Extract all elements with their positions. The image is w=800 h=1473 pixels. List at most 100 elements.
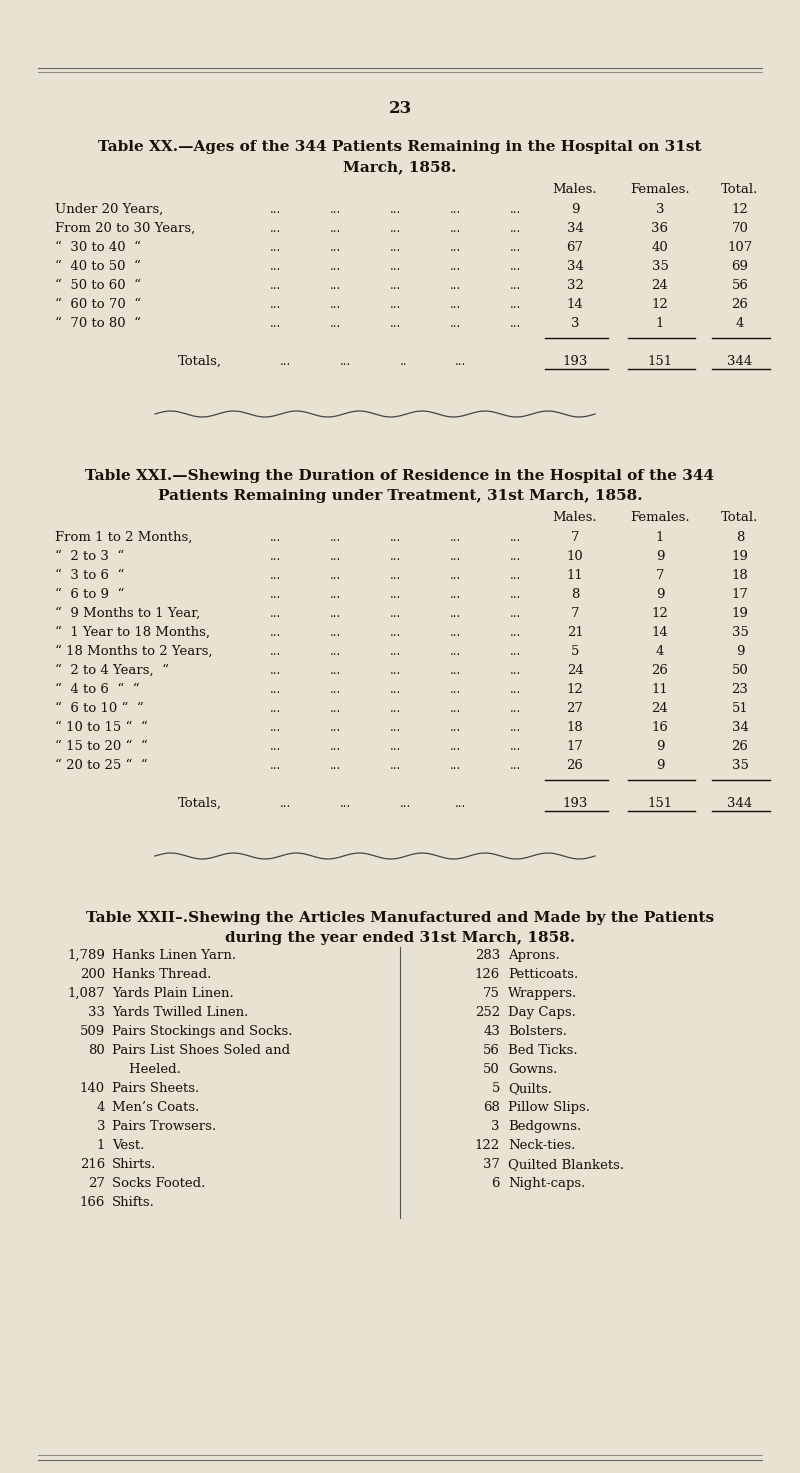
Text: Total.: Total.	[722, 511, 758, 524]
Text: ...: ...	[510, 626, 522, 639]
Text: ...: ...	[390, 278, 402, 292]
Text: ...: ...	[390, 645, 402, 658]
Text: 27: 27	[88, 1177, 105, 1190]
Text: ...: ...	[390, 242, 402, 253]
Text: ...: ...	[270, 588, 282, 601]
Text: 1,789: 1,789	[67, 949, 105, 962]
Text: ...: ...	[270, 222, 282, 236]
Text: ...: ...	[390, 569, 402, 582]
Text: ...: ...	[450, 242, 462, 253]
Text: ...: ...	[450, 759, 462, 772]
Text: ...: ...	[270, 607, 282, 620]
Text: 1,087: 1,087	[67, 987, 105, 1000]
Text: ...: ...	[510, 720, 522, 734]
Text: 19: 19	[731, 607, 749, 620]
Text: ...: ...	[390, 626, 402, 639]
Text: 4: 4	[736, 317, 744, 330]
Text: ...: ...	[390, 588, 402, 601]
Text: 26: 26	[651, 664, 669, 678]
Text: 11: 11	[652, 683, 668, 697]
Text: Heeled.: Heeled.	[112, 1064, 181, 1075]
Text: 3: 3	[656, 203, 664, 217]
Text: “ 18 Months to 2 Years,: “ 18 Months to 2 Years,	[55, 645, 213, 658]
Text: 9: 9	[736, 645, 744, 658]
Text: ...: ...	[270, 626, 282, 639]
Text: 75: 75	[483, 987, 500, 1000]
Text: 6: 6	[491, 1177, 500, 1190]
Text: “  6 to 9  “: “ 6 to 9 “	[55, 588, 124, 601]
Text: Bed Ticks.: Bed Ticks.	[508, 1044, 578, 1058]
Text: 140: 140	[80, 1083, 105, 1094]
Text: 509: 509	[80, 1025, 105, 1038]
Text: ...: ...	[455, 355, 466, 368]
Text: ...: ...	[510, 549, 522, 563]
Text: ...: ...	[390, 607, 402, 620]
Text: 35: 35	[651, 261, 669, 273]
Text: ...: ...	[270, 759, 282, 772]
Text: ...: ...	[390, 222, 402, 236]
Text: ...: ...	[330, 549, 342, 563]
Text: ...: ...	[390, 530, 402, 544]
Text: ...: ...	[330, 203, 342, 217]
Text: Totals,: Totals,	[178, 797, 222, 810]
Text: Neck-ties.: Neck-ties.	[508, 1139, 575, 1152]
Text: ...: ...	[510, 607, 522, 620]
Text: ...: ...	[510, 739, 522, 753]
Text: 8: 8	[571, 588, 579, 601]
Text: 32: 32	[566, 278, 583, 292]
Text: Hanks Thread.: Hanks Thread.	[112, 968, 211, 981]
Text: “  30 to 40  “: “ 30 to 40 “	[55, 242, 141, 253]
Text: ...: ...	[340, 797, 351, 810]
Text: ...: ...	[510, 530, 522, 544]
Text: Table XXI.—Shewing the Duration of Residence in the Hospital of the 344: Table XXI.—Shewing the Duration of Resid…	[86, 468, 714, 483]
Text: Bedgowns.: Bedgowns.	[508, 1119, 582, 1133]
Text: 9: 9	[656, 549, 664, 563]
Text: ...: ...	[400, 797, 411, 810]
Text: 14: 14	[652, 626, 668, 639]
Text: ...: ...	[450, 203, 462, 217]
Text: 18: 18	[566, 720, 583, 734]
Text: 344: 344	[727, 355, 753, 368]
Text: “ 20 to 25 “  “: “ 20 to 25 “ “	[55, 759, 148, 772]
Text: “  3 to 6  “: “ 3 to 6 “	[55, 569, 124, 582]
Text: 14: 14	[566, 298, 583, 311]
Text: ...: ...	[390, 664, 402, 678]
Text: Males.: Males.	[553, 511, 598, 524]
Text: From 1 to 2 Months,: From 1 to 2 Months,	[55, 530, 192, 544]
Text: 151: 151	[647, 797, 673, 810]
Text: ...: ...	[450, 298, 462, 311]
Text: ...: ...	[270, 645, 282, 658]
Text: 12: 12	[566, 683, 583, 697]
Text: ...: ...	[330, 759, 342, 772]
Text: ...: ...	[510, 759, 522, 772]
Text: Hanks Linen Yarn.: Hanks Linen Yarn.	[112, 949, 236, 962]
Text: 122: 122	[475, 1139, 500, 1152]
Text: ...: ...	[330, 242, 342, 253]
Text: ...: ...	[450, 278, 462, 292]
Text: ...: ...	[330, 588, 342, 601]
Text: ...: ...	[270, 530, 282, 544]
Text: ...: ...	[330, 683, 342, 697]
Text: ...: ...	[390, 261, 402, 273]
Text: Vest.: Vest.	[112, 1139, 144, 1152]
Text: 252: 252	[475, 1006, 500, 1019]
Text: ...: ...	[510, 645, 522, 658]
Text: 4: 4	[97, 1100, 105, 1114]
Text: 9: 9	[570, 203, 579, 217]
Text: 12: 12	[732, 203, 748, 217]
Text: Wrappers.: Wrappers.	[508, 987, 578, 1000]
Text: ..: ..	[400, 355, 407, 368]
Text: ...: ...	[330, 530, 342, 544]
Text: Quilts.: Quilts.	[508, 1083, 552, 1094]
Text: 10: 10	[566, 549, 583, 563]
Text: 40: 40	[652, 242, 668, 253]
Text: Total.: Total.	[722, 183, 758, 196]
Text: ...: ...	[390, 759, 402, 772]
Text: Totals,: Totals,	[178, 355, 222, 368]
Text: ...: ...	[455, 797, 466, 810]
Text: ...: ...	[270, 242, 282, 253]
Text: ...: ...	[450, 261, 462, 273]
Text: 200: 200	[80, 968, 105, 981]
Text: ...: ...	[330, 703, 342, 714]
Text: 26: 26	[731, 739, 749, 753]
